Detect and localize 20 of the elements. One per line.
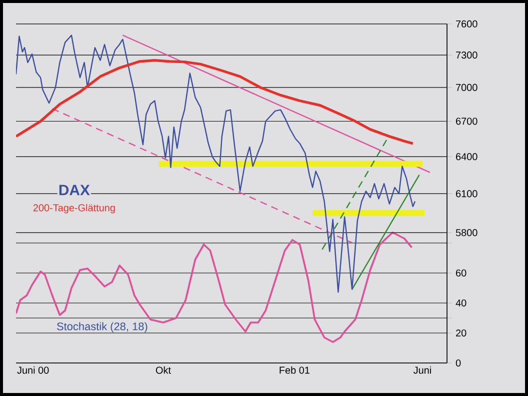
line-series [16, 59, 414, 145]
y-tick-label: 7300 [456, 52, 478, 59]
y2-tick-label: 40 [456, 299, 466, 307]
annotation: Stochastik (28, 18) [57, 322, 148, 332]
y-tick-label: 6400 [456, 153, 478, 160]
line-series [16, 34, 416, 293]
text: 200-Tage-Glättung [33, 204, 115, 214]
y-tick-label: 7600 [456, 20, 478, 28]
y-tick-label: 6700 [456, 118, 478, 125]
y-tick-label: 7000 [456, 84, 478, 91]
x-tick-label: Juni [413, 366, 431, 374]
y2-tick-label: 0 [456, 359, 461, 367]
text: DAX [59, 184, 90, 196]
x-tick-label: Juni 00 [17, 366, 49, 374]
y-tick-label: 6100 [456, 190, 478, 198]
y-tick-label: 5800 [456, 229, 478, 236]
y2-tick-label: 20 [456, 329, 466, 337]
x-tick-label: Okt [156, 366, 171, 374]
y2-tick-label: 60 [456, 269, 466, 277]
x-tick-label: Feb 01 [280, 366, 310, 374]
